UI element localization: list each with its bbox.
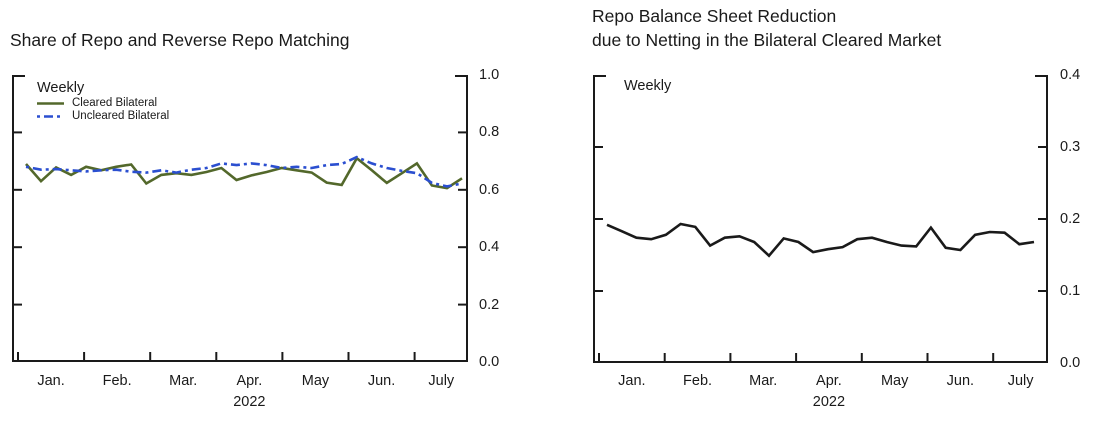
x-axis-year-label: 2022 [812, 394, 846, 410]
y-tick-label: 0.8 [479, 124, 500, 141]
y-tick-label: 0.6 [479, 181, 500, 198]
series-line-uncleared-bilateral [25, 155, 463, 188]
y-tick-label: 0.3 [1060, 139, 1081, 155]
x-tick-label: Feb. [102, 373, 132, 389]
x-tick-label: May [301, 373, 330, 389]
y-tick-label: 1.0 [479, 67, 500, 83]
x-tick-label: Mar. [169, 373, 198, 389]
x-tick-label: July [1007, 373, 1034, 389]
right-chart-frequency-label: Weekly [624, 78, 672, 94]
right-chart-title-line1: Repo Balance Sheet Reduction [592, 6, 837, 26]
legend-item-cleared-bilateral: Cleared Bilateral [37, 97, 158, 109]
right-chart-title-line2: due to Netting in the Bilateral Cleared … [592, 30, 942, 50]
y-tick-label: 0.0 [1060, 355, 1081, 371]
x-tick-label: Feb. [683, 373, 713, 389]
legend-item-uncleared-bilateral: Uncleared Bilateral [37, 110, 170, 122]
left-chart-title: Share of Repo and Reverse Repo Matching [10, 30, 350, 50]
x-tick-label: Jun. [367, 373, 396, 389]
uncleared-bilateral-line-swatch [37, 114, 64, 118]
x-tick-label: July [428, 373, 455, 389]
y-tick-label: 0.0 [479, 354, 500, 370]
x-tick-label: Jan. [618, 373, 646, 389]
legend-label-uncleared-bilateral: Uncleared Bilateral [72, 110, 170, 122]
legend-label-cleared-bilateral: Cleared Bilateral [72, 97, 158, 109]
left-chart-frequency-label: Weekly [37, 80, 85, 96]
x-tick-label: May [880, 373, 909, 389]
y-tick-label: 0.4 [1060, 67, 1081, 83]
x-tick-label: Mar. [749, 373, 778, 389]
x-tick-label: Jan. [37, 373, 65, 389]
x-tick-label: Apr. [236, 373, 263, 389]
y-tick-label: 0.1 [1060, 283, 1081, 299]
x-tick-label: Apr. [816, 373, 842, 389]
y-tick-label: 0.4 [479, 239, 500, 256]
x-axis-year-label: 2022 [233, 394, 266, 410]
y-tick-label: 0.2 [479, 296, 500, 313]
y-tick-label: 0.2 [1060, 211, 1081, 227]
series-line-weekly [606, 222, 1035, 258]
x-tick-label: Jun. [946, 373, 975, 389]
cleared-bilateral-line-swatch [37, 101, 64, 105]
right-chart-title: Repo Balance Sheet Reduction due to Nett… [592, 4, 941, 52]
